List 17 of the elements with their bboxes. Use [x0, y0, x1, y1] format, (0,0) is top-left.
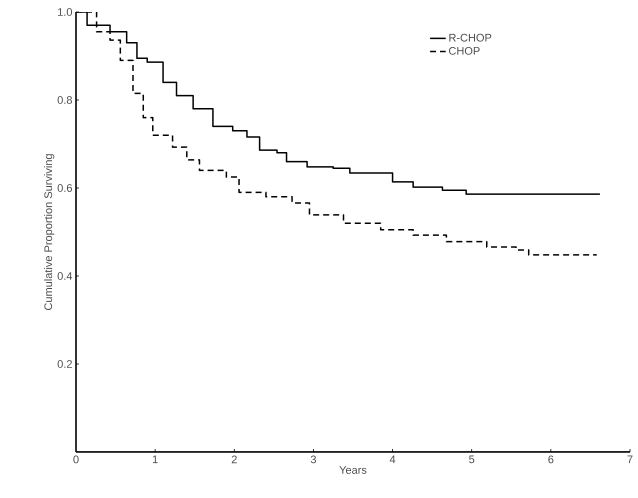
y-tick-label: 0.8 [58, 96, 72, 104]
y-tick-label: 0.4 [58, 272, 72, 280]
x-tick-label: 7 [628, 456, 633, 464]
y-tick-label: 0.2 [58, 360, 72, 368]
y-tick-label: 0.6 [58, 184, 72, 192]
y-axis-title: Cumulative Proportion Surviving [44, 154, 54, 310]
x-tick-label: 6 [548, 456, 554, 464]
x-tick-label: 4 [390, 456, 396, 464]
x-tick-label: 1 [152, 456, 158, 464]
legend-label: CHOP [449, 46, 480, 55]
x-tick-label: 5 [469, 456, 474, 464]
x-tick-label: 0 [73, 456, 79, 464]
x-tick-label: 2 [232, 456, 237, 464]
x-axis-title: Years [339, 466, 366, 474]
legend-label: R-CHOP [449, 34, 492, 42]
y-tick-label: 1.0 [58, 8, 72, 16]
x-tick-label: 3 [310, 456, 316, 464]
